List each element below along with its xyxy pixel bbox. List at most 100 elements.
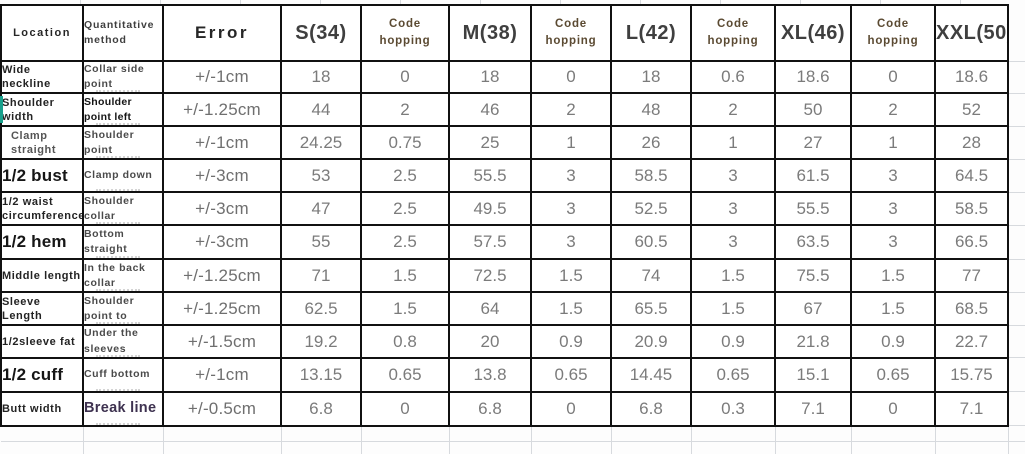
column-header-size-xl[interactable]: XL(46) (774, 4, 852, 62)
value-cell[interactable]: 58.5 (610, 158, 692, 194)
sheet-cell[interactable] (163, 425, 282, 443)
value-cell[interactable]: 58.5 (934, 191, 1009, 227)
value-cell[interactable]: 74 (610, 258, 692, 294)
value-cell[interactable]: 0.9 (850, 324, 936, 359)
value-cell[interactable]: 2 (850, 92, 936, 128)
value-cell[interactable]: 1.5 (360, 258, 450, 294)
value-cell[interactable]: 15.75 (934, 356, 1009, 393)
value-cell[interactable]: 2 (530, 92, 612, 128)
value-cell[interactable]: 2 (690, 92, 776, 128)
value-cell[interactable]: 3 (530, 191, 612, 227)
value-cell[interactable]: 0.75 (360, 125, 450, 161)
sheet-cell[interactable] (691, 441, 776, 454)
value-cell[interactable]: 46 (448, 92, 532, 128)
sheet-cell[interactable] (1008, 325, 1025, 359)
value-cell[interactable]: 62.5 (280, 291, 362, 327)
value-cell[interactable]: 3 (690, 224, 776, 261)
value-cell[interactable]: 61.5 (774, 158, 852, 194)
value-cell[interactable]: 18.6 (774, 59, 852, 95)
column-header-method[interactable]: Quantitative method (82, 4, 164, 62)
column-header-size-l[interactable]: L(42) (610, 4, 692, 62)
sheet-cell[interactable] (1008, 93, 1025, 127)
column-header-code-hopping[interactable]: Code hopping (530, 4, 612, 62)
value-cell[interactable]: 64 (448, 291, 532, 327)
value-cell[interactable]: 7.1 (934, 390, 1009, 427)
method-cell[interactable]: Shoulder point to (82, 291, 164, 327)
value-cell[interactable]: 75.5 (774, 258, 852, 294)
method-cell[interactable]: Clamp down (82, 158, 164, 194)
sheet-cell[interactable] (281, 441, 362, 454)
value-cell[interactable]: 64.5 (934, 158, 1009, 194)
sheet-cell[interactable] (531, 425, 612, 443)
value-cell[interactable]: 60.5 (610, 224, 692, 261)
value-cell[interactable]: 0.65 (530, 356, 612, 393)
sheet-cell[interactable] (1008, 126, 1025, 160)
sheet-cell[interactable] (1008, 357, 1025, 393)
method-cell[interactable]: Under the sleeves (82, 324, 164, 359)
value-cell[interactable]: 2.5 (360, 224, 450, 261)
value-cell[interactable]: 52 (934, 92, 1009, 128)
column-header-code-hopping[interactable]: Code hopping (690, 4, 776, 62)
error-cell[interactable]: +/-1.25cm (162, 291, 282, 327)
value-cell[interactable]: 50 (774, 92, 852, 128)
sheet-cell[interactable] (449, 441, 532, 454)
value-cell[interactable]: 1.5 (690, 291, 776, 327)
sheet-cell[interactable] (1008, 292, 1025, 326)
value-cell[interactable]: 2.5 (360, 191, 450, 227)
value-cell[interactable]: 20.9 (610, 324, 692, 359)
column-header-code-hopping[interactable]: Code hopping (360, 4, 450, 62)
value-cell[interactable]: 1.5 (850, 258, 936, 294)
sheet-cell[interactable] (851, 441, 936, 454)
value-cell[interactable]: 0 (850, 59, 936, 95)
sheet-cell[interactable] (1008, 192, 1025, 226)
value-cell[interactable]: 44 (280, 92, 362, 128)
value-cell[interactable]: 71 (280, 258, 362, 294)
value-cell[interactable]: 72.5 (448, 258, 532, 294)
sheet-cell[interactable] (1008, 61, 1025, 94)
method-cell[interactable]: Shoulder collar (82, 191, 164, 227)
value-cell[interactable]: 0.8 (360, 324, 450, 359)
value-cell[interactable]: 68.5 (934, 291, 1009, 327)
value-cell[interactable]: 0.3 (690, 390, 776, 427)
location-cell[interactable]: 1/2 hem (0, 224, 84, 261)
method-cell[interactable]: In the back collar (82, 258, 164, 294)
value-cell[interactable]: 3 (530, 224, 612, 261)
sheet-cell[interactable] (611, 425, 692, 443)
method-cell[interactable]: Bottom straight (82, 224, 164, 261)
error-cell[interactable]: +/-3cm (162, 191, 282, 227)
column-header-location[interactable]: Location (0, 4, 84, 62)
value-cell[interactable]: 6.8 (280, 390, 362, 427)
value-cell[interactable]: 22.7 (934, 324, 1009, 359)
value-cell[interactable]: 21.8 (774, 324, 852, 359)
method-cell[interactable]: Shoulder point left (82, 92, 164, 128)
value-cell[interactable]: 13.8 (448, 356, 532, 393)
value-cell[interactable]: 47 (280, 191, 362, 227)
error-cell[interactable]: +/-1.25cm (162, 92, 282, 128)
value-cell[interactable]: 1 (850, 125, 936, 161)
value-cell[interactable]: 63.5 (774, 224, 852, 261)
value-cell[interactable]: 0 (850, 390, 936, 427)
location-cell[interactable]: Middle length (0, 258, 84, 294)
value-cell[interactable]: 27 (774, 125, 852, 161)
value-cell[interactable]: 3 (850, 158, 936, 194)
value-cell[interactable]: 48 (610, 92, 692, 128)
value-cell[interactable]: 18 (280, 59, 362, 95)
value-cell[interactable]: 26 (610, 125, 692, 161)
column-header-size-m[interactable]: M(38) (448, 4, 532, 62)
sheet-cell[interactable] (1008, 159, 1025, 193)
value-cell[interactable]: 67 (774, 291, 852, 327)
value-cell[interactable]: 19.2 (280, 324, 362, 359)
value-cell[interactable]: 0.6 (690, 59, 776, 95)
sheet-cell[interactable] (281, 425, 362, 443)
sheet-cell[interactable] (1008, 441, 1025, 454)
column-header-size-s[interactable]: S(34) (280, 4, 362, 62)
value-cell[interactable]: 14.45 (610, 356, 692, 393)
value-cell[interactable]: 18.6 (934, 59, 1009, 95)
sheet-cell[interactable] (775, 441, 852, 454)
sheet-cell[interactable] (1, 425, 84, 443)
sheet-cell[interactable] (163, 441, 282, 454)
value-cell[interactable]: 2.5 (360, 158, 450, 194)
value-cell[interactable]: 0.65 (690, 356, 776, 393)
sheet-cell[interactable] (449, 425, 532, 443)
value-cell[interactable]: 0.9 (530, 324, 612, 359)
